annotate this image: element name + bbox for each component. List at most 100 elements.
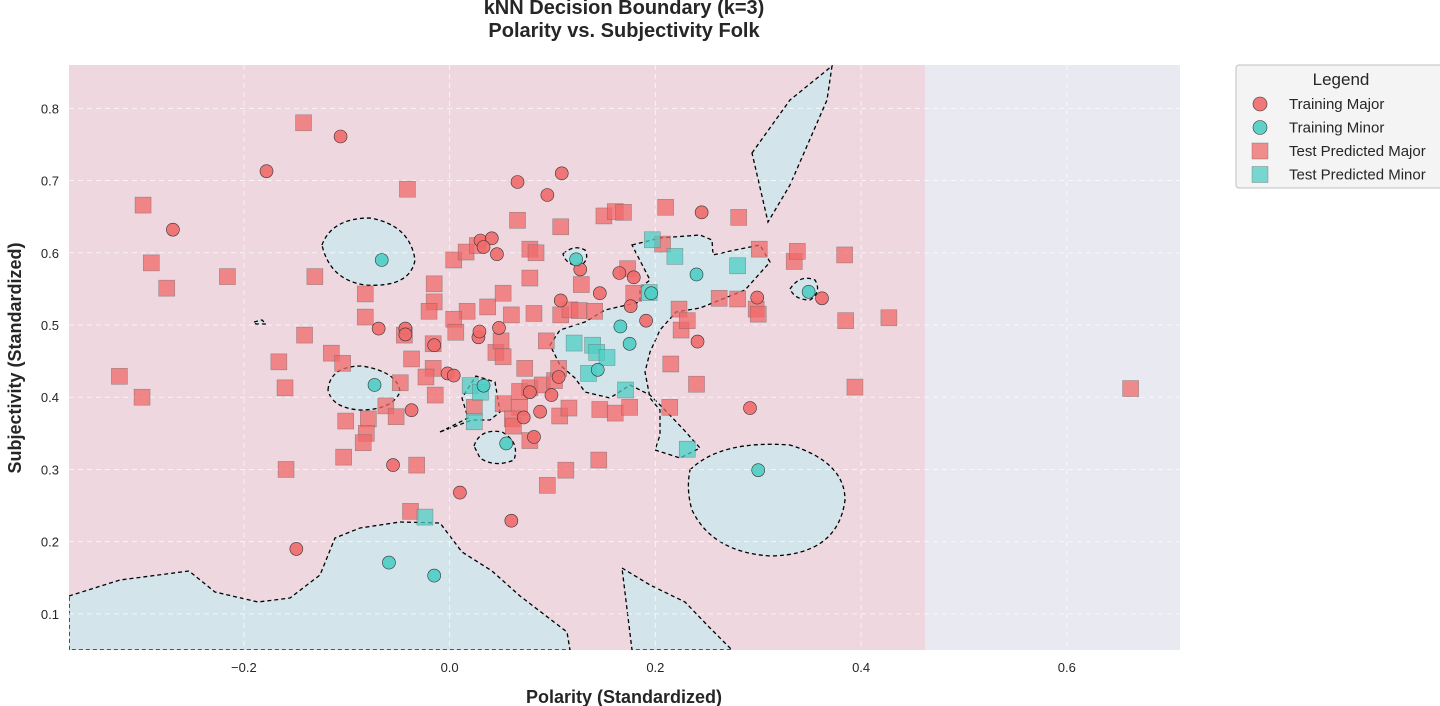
y-tick-label: 0.1	[41, 607, 59, 622]
point-training-minor	[801, 284, 816, 299]
point-test-predicted-major	[425, 275, 443, 293]
point-training-major	[639, 313, 653, 328]
point-training-major	[166, 222, 180, 237]
point-test-predicted-major	[625, 284, 643, 302]
point-training-major	[404, 403, 419, 418]
point-training-major	[510, 175, 525, 189]
point-test-predicted-major	[789, 243, 806, 260]
point-test-predicted-major	[688, 375, 705, 393]
point-training-minor	[382, 555, 396, 570]
point-test-predicted-major	[661, 399, 679, 416]
point-training-major	[371, 321, 386, 336]
point-training-major	[554, 166, 569, 181]
point-test-predicted-major	[494, 284, 512, 302]
point-training-major	[476, 240, 491, 254]
point-test-predicted-major	[492, 332, 510, 350]
x-axis-ticks: −0.2 0.0 0.2 0.4 0.6	[231, 660, 1076, 675]
point-test-predicted-major	[356, 308, 374, 326]
legend-title: Legend	[1313, 70, 1370, 89]
point-test-predicted-major	[335, 448, 352, 466]
plot-area	[69, 65, 1180, 650]
point-training-major	[544, 388, 559, 402]
point-training-major	[551, 370, 566, 384]
point-training-major	[743, 401, 757, 415]
point-training-major	[446, 368, 461, 383]
minor-region-bottom-center	[621, 566, 733, 650]
point-training-major	[533, 404, 547, 419]
data-points	[111, 114, 1139, 583]
legend-label-test-predicted-minor: Test Predicted Minor	[1289, 167, 1426, 184]
point-test-predicted-major	[621, 399, 638, 416]
point-test-predicted-major	[276, 379, 294, 397]
point-test-predicted-major	[570, 302, 588, 319]
point-test-predicted-minor	[666, 248, 684, 265]
point-test-predicted-major	[503, 306, 520, 324]
point-training-major	[398, 327, 413, 342]
point-test-predicted-minor	[729, 257, 746, 275]
point-training-major	[516, 410, 531, 425]
point-test-predicted-major	[387, 408, 405, 426]
point-training-major	[750, 290, 765, 305]
minor-region-upper-left-blob	[321, 217, 416, 286]
point-test-predicted-major	[494, 395, 512, 413]
point-training-minor	[644, 286, 659, 301]
point-test-predicted-major	[557, 461, 575, 479]
x-tick-label: −0.2	[231, 660, 257, 675]
point-training-minor	[751, 463, 766, 477]
y-tick-label: 0.5	[41, 318, 59, 333]
point-test-predicted-major	[678, 312, 696, 329]
y-tick-label: 0.4	[41, 390, 59, 405]
point-test-predicted-major	[837, 312, 854, 329]
point-test-predicted-major	[591, 401, 609, 418]
point-test-predicted-major	[527, 244, 545, 262]
point-training-major	[259, 164, 274, 178]
point-training-minor	[622, 336, 637, 351]
y-tick-label: 0.8	[41, 101, 59, 116]
point-test-predicted-major	[494, 348, 512, 366]
point-test-predicted-major	[111, 367, 128, 385]
point-test-predicted-major	[710, 289, 728, 307]
point-test-predicted-major	[750, 240, 768, 258]
minor-region-large-ellipse	[687, 443, 846, 557]
point-training-major	[694, 205, 709, 220]
legend: Legend Training Major Training Minor Test …	[1235, 64, 1440, 189]
point-training-minor	[689, 267, 704, 282]
x-tick-label: 0.6	[1058, 660, 1076, 675]
point-test-predicted-major	[403, 350, 420, 368]
point-training-minor	[367, 378, 382, 392]
point-training-major	[289, 542, 304, 556]
point-test-predicted-major	[133, 388, 151, 406]
point-test-predicted-major	[662, 355, 680, 373]
point-test-predicted-major	[417, 368, 435, 386]
point-training-major	[490, 247, 504, 262]
point-training-major	[527, 430, 541, 444]
y-tick-label: 0.2	[41, 535, 59, 550]
point-test-predicted-major	[219, 268, 236, 285]
point-test-predicted-major	[306, 268, 324, 285]
point-test-predicted-major	[356, 285, 374, 303]
point-test-predicted-major	[615, 204, 632, 221]
chart-title-line-2: Polarity vs. Subjectivity Folk	[488, 20, 760, 42]
minor-region-top-right-spike	[751, 65, 833, 224]
point-test-predicted-major	[572, 276, 590, 293]
point-test-predicted-major	[420, 302, 438, 320]
legend-label-training-major: Training Major	[1289, 96, 1384, 113]
y-axis-label: Subjectivity (Standardized)	[5, 242, 25, 473]
point-test-predicted-major	[391, 374, 409, 392]
gridlines	[69, 65, 1180, 650]
point-test-predicted-major	[539, 477, 556, 494]
x-tick-label: 0.4	[852, 660, 870, 675]
point-training-major	[333, 129, 348, 144]
point-test-predicted-major	[749, 305, 767, 323]
point-test-predicted-major	[134, 196, 152, 214]
point-test-predicted-major	[277, 461, 295, 478]
point-test-predicted-major	[479, 298, 496, 316]
point-test-predicted-major	[158, 279, 176, 297]
point-test-predicted-major	[729, 290, 746, 308]
point-test-predicted-major	[295, 114, 312, 132]
point-training-major	[453, 485, 467, 500]
point-test-predicted-major	[538, 332, 555, 350]
x-axis-label: Polarity (Standardized)	[526, 687, 722, 706]
point-training-minor	[499, 436, 513, 451]
point-test-predicted-minor	[416, 508, 434, 526]
